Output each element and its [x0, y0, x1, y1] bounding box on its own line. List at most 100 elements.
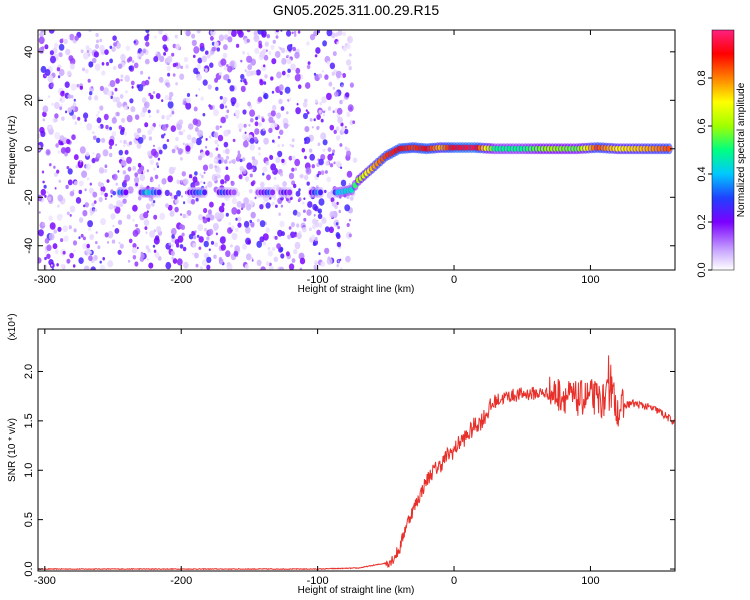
- noise-speckle: [153, 167, 156, 171]
- noise-speckle: [61, 38, 64, 41]
- noise-speckle: [237, 150, 241, 154]
- noise-speckle: [131, 60, 135, 64]
- noise-speckle: [286, 44, 293, 52]
- noise-speckle: [327, 106, 331, 111]
- noise-speckle: [270, 163, 277, 171]
- noise-speckle: [66, 70, 72, 77]
- noise-speckle: [298, 197, 302, 202]
- y-tick-label: -20: [23, 189, 35, 205]
- x-tick-label: 100: [581, 274, 599, 286]
- top-x-ticks: -300 -200 -100 0 100: [34, 30, 600, 286]
- noise-speckle: [91, 157, 96, 164]
- noise-speckle: [289, 143, 292, 147]
- noise-speckle: [83, 204, 86, 208]
- noise-speckle: [172, 73, 176, 77]
- noise-speckle: [305, 82, 311, 89]
- noise-speckle: [71, 134, 76, 141]
- noise-speckle: [335, 222, 339, 226]
- noise-speckle: [144, 226, 148, 231]
- noise-speckle: [137, 84, 144, 92]
- noise-speckle: [170, 194, 175, 200]
- noise-speckle: [72, 102, 77, 107]
- noise-speckle: [84, 188, 87, 192]
- noise-speckle: [44, 250, 48, 254]
- noise-speckle: [213, 109, 219, 117]
- noise-speckle: [38, 194, 43, 202]
- noise-speckle: [244, 176, 250, 182]
- noise-speckle: [53, 229, 57, 234]
- colorbar-ticks: 0.0 0.2 0.4 0.6 0.8: [696, 70, 712, 278]
- noise-speckle: [191, 137, 197, 144]
- noise-speckle: [165, 203, 169, 209]
- noise-speckle: [167, 175, 173, 183]
- noise-speckle: [341, 84, 344, 88]
- noise-speckle: [321, 217, 327, 224]
- top-x-label: Height of straight line (km): [298, 284, 415, 295]
- noise-speckle: [194, 252, 199, 259]
- noise-speckle: [191, 231, 195, 236]
- noise-speckle: [280, 106, 285, 111]
- noise-speckle: [312, 242, 316, 246]
- noise-speckle: [161, 134, 165, 139]
- noise-speckle: [269, 155, 274, 160]
- noise-speckle: [136, 127, 142, 134]
- noise-speckle: [62, 250, 66, 255]
- noise-speckle: [286, 73, 290, 78]
- noise-speckle: [192, 176, 198, 183]
- noise-speckle: [177, 235, 184, 243]
- noise-speckle: [48, 232, 55, 241]
- noise-speckle: [243, 197, 250, 205]
- noise-speckle: [193, 235, 197, 240]
- noise-speckle: [65, 184, 69, 190]
- noise-speckle: [224, 105, 228, 109]
- noise-speckle: [169, 210, 175, 217]
- noise-speckle: [66, 258, 71, 264]
- noise-speckle: [219, 103, 225, 110]
- noise-speckle: [207, 181, 213, 188]
- noise-speckle: [99, 105, 104, 111]
- track-point: [123, 189, 129, 196]
- noise-speckle: [70, 95, 74, 99]
- noise-speckle: [132, 204, 138, 212]
- noise-speckle: [278, 212, 281, 216]
- noise-speckle: [117, 63, 123, 69]
- noise-speckle: [54, 249, 59, 254]
- noise-speckle: [286, 111, 289, 115]
- noise-speckle: [60, 238, 64, 243]
- noise-speckle: [134, 261, 139, 267]
- noise-speckle: [135, 114, 138, 118]
- noise-speckle: [57, 194, 63, 202]
- noise-speckle: [149, 230, 155, 238]
- noise-speckle: [44, 256, 47, 261]
- noise-speckle: [178, 130, 183, 136]
- noise-speckle: [271, 90, 275, 94]
- noise-speckle: [203, 171, 206, 174]
- noise-speckle: [168, 242, 172, 246]
- noise-speckle: [259, 204, 264, 210]
- noise-speckle: [227, 36, 233, 43]
- noise-speckle: [202, 164, 209, 171]
- noise-speckle: [318, 109, 322, 114]
- noise-speckle: [220, 58, 227, 66]
- noise-speckle: [305, 109, 308, 112]
- noise-speckle: [239, 166, 244, 172]
- noise-speckle: [167, 72, 171, 77]
- noise-speckle: [225, 250, 231, 258]
- noise-speckle: [99, 123, 104, 129]
- noise-speckle: [219, 236, 226, 244]
- noise-speckle: [210, 240, 215, 245]
- noise-speckle: [58, 52, 63, 58]
- track-point: [202, 189, 208, 196]
- noise-speckle: [244, 131, 247, 134]
- noise-speckle: [246, 30, 251, 33]
- noise-speckle: [221, 202, 225, 207]
- noise-speckle: [107, 90, 112, 97]
- noise-speckle: [181, 171, 186, 177]
- noise-speckle: [193, 106, 198, 112]
- noise-speckle: [183, 178, 189, 186]
- noise-speckle: [121, 103, 124, 107]
- noise-speckle: [298, 74, 301, 77]
- noise-speckle: [154, 174, 159, 180]
- noise-speckle: [84, 118, 87, 122]
- noise-speckle: [218, 205, 225, 213]
